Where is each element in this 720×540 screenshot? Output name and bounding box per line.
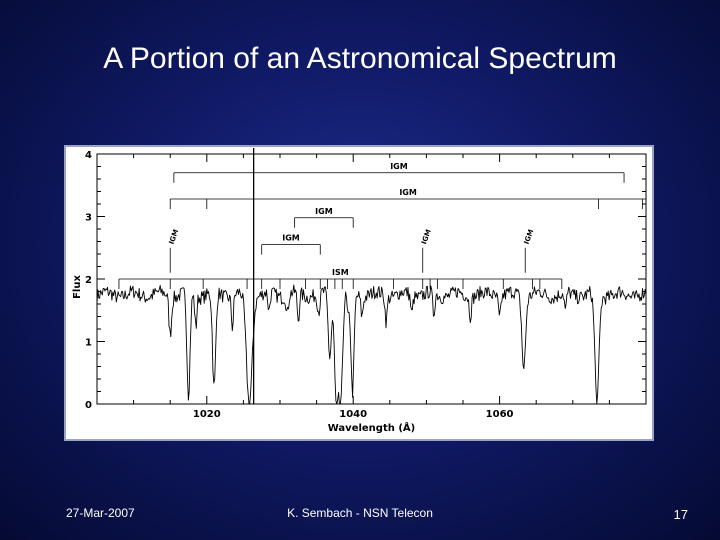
- annotation-label: IGM: [399, 188, 417, 197]
- annotation-label: IGM: [420, 228, 433, 245]
- page-number: 17: [673, 507, 688, 522]
- chart-annotations: IGM IGM IGM IGM ISM IGM IGM IGM: [118, 162, 646, 289]
- footer-author: K. Sembach - NSN Telecon: [287, 506, 433, 520]
- y-tick-label: 0: [85, 400, 92, 411]
- y-tick-label: 1: [85, 338, 92, 349]
- spectrum-line: [96, 284, 647, 405]
- y-tick-label: 2: [85, 275, 92, 286]
- y-axis-label: Flux: [72, 275, 83, 299]
- spectrum-figure: 1020 1040 1060 0 1 2 3 4 IGM IGM IGM IGM ISM IGM IGM I…: [64, 145, 654, 441]
- annotation-label: IGM: [168, 228, 181, 245]
- annotation-label: IGM: [390, 162, 408, 171]
- annotation-label: IGM: [523, 228, 536, 245]
- y-tick-label: 4: [85, 150, 92, 161]
- annotation-label: ISM: [332, 268, 349, 277]
- annotation-label: IGM: [315, 207, 333, 216]
- x-tick-label: 1060: [486, 409, 514, 420]
- y-tick-label: 3: [85, 213, 92, 224]
- x-axis-label: Wavelength (Å): [328, 421, 415, 434]
- footer-date: 27-Mar-2007: [66, 506, 135, 520]
- slide-title: A Portion of an Astronomical Spectrum: [103, 42, 617, 75]
- annotation-label: IGM: [282, 234, 300, 243]
- x-tick-label: 1040: [339, 409, 367, 420]
- x-tick-label: 1020: [193, 409, 221, 420]
- chart-axes: 1020 1040 1060 0 1 2 3 4: [85, 148, 647, 420]
